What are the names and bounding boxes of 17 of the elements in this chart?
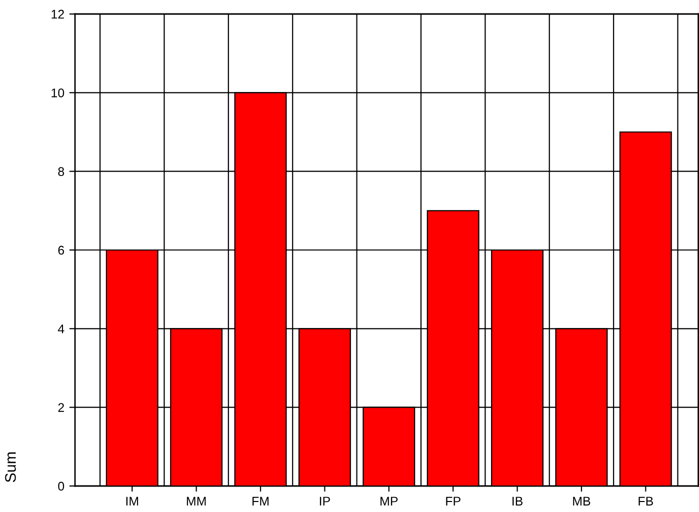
y-tick-label: 0 (58, 482, 64, 491)
x-tick-label: FB (638, 496, 653, 506)
y-tick-label: 2 (58, 403, 64, 412)
x-tick-label: MB (573, 496, 590, 506)
x-tick-label: IM (126, 496, 138, 506)
x-tick-label: FP (446, 496, 460, 506)
x-tick-label: MM (186, 496, 206, 506)
y-tick-label: 8 (58, 167, 64, 176)
y-axis-title: Sum (5, 452, 16, 482)
y-tick-label: 10 (52, 88, 64, 98)
x-tick-label: MP (380, 496, 398, 506)
x-tick-label: IB (512, 496, 523, 506)
y-tick-label: 12 (52, 10, 64, 19)
y-tick-label: 6 (58, 246, 64, 255)
x-tick-label: FM (252, 496, 269, 506)
y-tick-label: 4 (58, 324, 64, 334)
x-tick-label: IP (320, 496, 330, 506)
